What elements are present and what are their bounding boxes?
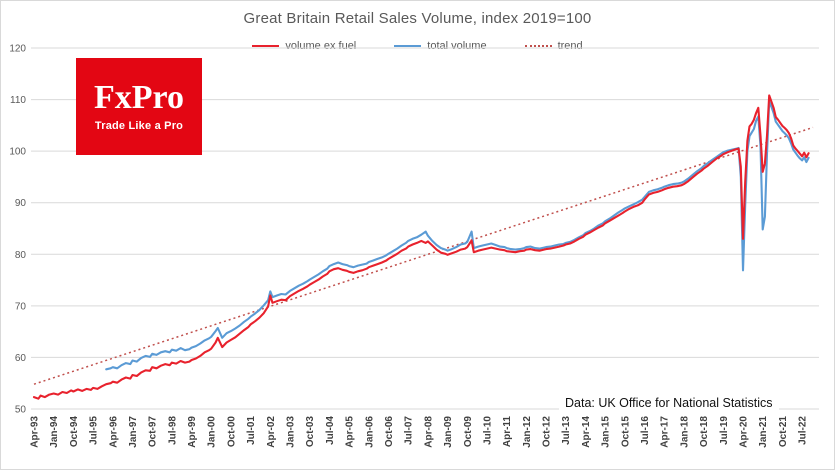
y-tick-label: 80	[15, 250, 27, 261]
data-source-note: Data: UK Office for National Statistics	[559, 395, 779, 411]
series-line-volume-ex-fuel	[32, 94, 810, 400]
x-tick-label: Jan-12	[522, 416, 533, 448]
x-tick-label: Jul-19	[719, 416, 730, 445]
x-tick-label: Jan-21	[758, 416, 769, 448]
legend-item-total-volume: total volume	[394, 40, 487, 52]
y-tick-label: 120	[9, 44, 26, 55]
x-tick-label: Jan-09	[443, 416, 454, 448]
chart-title: Great Britain Retail Sales Volume, index…	[243, 10, 592, 27]
x-tick-label: Apr-93	[30, 416, 41, 448]
x-tick-label: Jul-95	[89, 416, 100, 445]
y-tick-label: 100	[9, 147, 26, 158]
x-tick-label: Apr-02	[266, 416, 277, 448]
legend-label-volume-ex-fuel: volume ex fuel	[285, 40, 357, 52]
legend-item-trend: trend	[524, 40, 583, 52]
chart-legend: volume ex fuel total volume trend	[1, 40, 834, 52]
x-tick-label: Apr-14	[581, 416, 592, 448]
series-line-total-volume	[105, 100, 810, 371]
x-tick-label: Jul-04	[325, 416, 336, 445]
y-tick-label: 60	[15, 353, 27, 364]
x-tick-label: Apr-08	[423, 416, 434, 448]
x-tick-label: Jul-22	[798, 416, 809, 445]
fxpro-logo-tagline: Trade Like a Pro	[94, 120, 184, 132]
fxpro-logo-brand-text: FxPro	[93, 79, 184, 116]
x-tick-label: Oct-06	[384, 416, 395, 448]
x-tick-label: Jan-94	[49, 416, 60, 448]
blue-line-icon	[394, 45, 422, 47]
x-tick-label: Jan-15	[601, 416, 612, 448]
x-tick-label: Apr-17	[660, 416, 671, 448]
x-tick-label: Jan-18	[679, 416, 690, 448]
x-tick-label: Jan-03	[286, 416, 297, 448]
x-tick-label: Apr-99	[187, 416, 198, 448]
fxpro-logo: FxPro Trade Like a Pro	[76, 58, 202, 155]
x-tick-label: Oct-03	[305, 416, 316, 448]
x-tick-label: Apr-96	[108, 416, 119, 448]
x-tick-label: Jul-13	[561, 416, 572, 445]
x-tick-label: Oct-12	[542, 416, 553, 448]
x-tick-label: Jul-01	[246, 416, 257, 445]
legend-label-trend: trend	[557, 40, 583, 52]
x-tick-label: Apr-11	[502, 416, 513, 448]
x-tick-label: Oct-21	[778, 416, 789, 448]
red-line-icon	[252, 45, 280, 47]
trend-line	[33, 126, 814, 385]
y-tick-label: 50	[15, 405, 27, 416]
x-tick-label: Jul-10	[482, 416, 493, 445]
x-tick-label: Oct-97	[148, 416, 159, 448]
x-tick-label: Oct-15	[620, 416, 631, 448]
x-tick-label: Jan-00	[207, 416, 218, 448]
x-tick-label: Jan-97	[128, 416, 139, 448]
dotted-line-icon	[524, 45, 552, 47]
x-tick-label: Oct-94	[69, 416, 80, 448]
x-tick-label: Oct-18	[699, 416, 710, 448]
x-tick-label: Jul-98	[167, 416, 178, 445]
legend-label-total-volume: total volume	[427, 40, 487, 52]
x-tick-label: Oct-09	[463, 416, 474, 448]
x-tick-label: Oct-00	[226, 416, 237, 448]
y-tick-label: 90	[15, 198, 27, 209]
y-tick-label: 110	[10, 95, 26, 106]
x-tick-label: Apr-05	[345, 416, 356, 448]
x-tick-label: Jan-06	[364, 416, 375, 448]
x-tick-label: Jul-16	[640, 416, 651, 445]
x-tick-label: Jul-07	[404, 416, 415, 445]
legend-item-volume-ex-fuel: volume ex fuel	[252, 40, 356, 52]
y-tick-label: 70	[15, 301, 27, 312]
x-tick-label: Apr-20	[738, 416, 749, 448]
